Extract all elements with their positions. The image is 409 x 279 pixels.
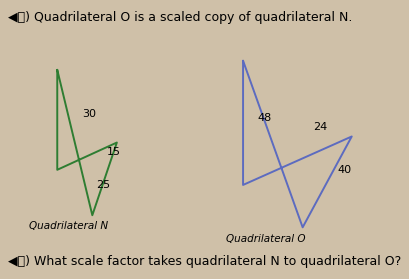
Text: Quadrilateral N: Quadrilateral N xyxy=(29,221,108,231)
Text: 40: 40 xyxy=(338,165,352,175)
Text: ◀⧳) What scale factor takes quadrilateral N to quadrilateral O?: ◀⧳) What scale factor takes quadrilatera… xyxy=(8,255,401,268)
Text: Quadrilateral O: Quadrilateral O xyxy=(225,234,305,244)
Text: 15: 15 xyxy=(106,147,120,157)
Text: ◀⧳) Quadrilateral O is a scaled copy of quadrilateral N.: ◀⧳) Quadrilateral O is a scaled copy of … xyxy=(8,11,353,24)
Text: 30: 30 xyxy=(82,109,96,119)
Text: 24: 24 xyxy=(313,122,328,132)
Text: 48: 48 xyxy=(257,113,271,123)
Text: 25: 25 xyxy=(96,180,110,190)
